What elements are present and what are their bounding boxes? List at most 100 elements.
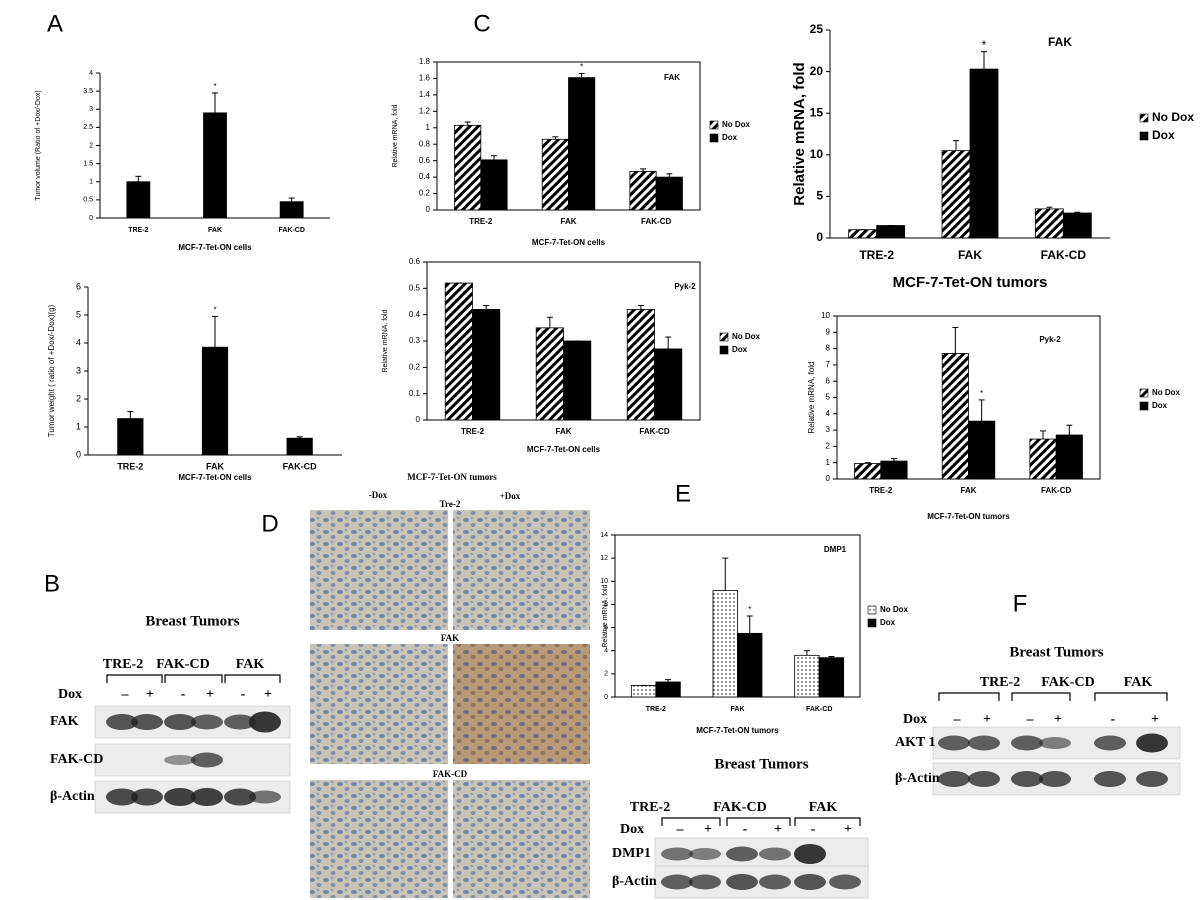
- y-tick-label: 20: [810, 64, 824, 78]
- bar: [568, 77, 596, 211]
- chart-title: FAK: [1048, 35, 1072, 49]
- x-tick-label: FAK: [556, 427, 572, 436]
- y-tick-label: 5: [826, 393, 831, 402]
- dox-sign: -: [1111, 712, 1116, 727]
- dox-sign: -: [811, 822, 816, 837]
- annotation: *: [213, 306, 216, 315]
- dox-sign: +: [1151, 712, 1159, 727]
- blot-band: [1011, 771, 1043, 787]
- bar: [1029, 438, 1057, 480]
- blot-row-label: β-Actin: [50, 789, 95, 804]
- dox-sign: –: [1026, 712, 1035, 727]
- y-tick-label: 1: [826, 458, 831, 467]
- blot-band: [131, 788, 163, 806]
- blot-row-label: DMP1: [612, 846, 651, 861]
- chart-title: FAK: [664, 73, 680, 82]
- x-tick-label: TRE-2: [461, 427, 485, 436]
- annotation: *: [982, 38, 987, 52]
- group-bracket: [1094, 692, 1168, 701]
- error-bar: [637, 304, 644, 310]
- blot-band: [224, 714, 256, 730]
- y-tick-label: 5: [816, 189, 823, 203]
- blot-band: [1094, 771, 1126, 787]
- blot-band: [794, 844, 826, 864]
- chart-title: DMP1: [824, 545, 847, 554]
- legend-label: Dox: [880, 618, 896, 627]
- panel-label: C: [473, 10, 490, 37]
- error-bar: [864, 462, 871, 464]
- legend-swatch: [867, 618, 877, 628]
- x-tick-label: FAK: [958, 248, 982, 262]
- y-tick-label: 14: [600, 532, 608, 539]
- bar: [201, 346, 229, 456]
- bar: [472, 308, 501, 421]
- y-tick-label: 0.4: [409, 310, 421, 319]
- bar: [941, 353, 969, 480]
- x-tick-label: TRE-2: [117, 461, 143, 471]
- blot-group: FAK-CD: [713, 800, 766, 815]
- bar: [655, 176, 683, 211]
- ihc-image: [310, 510, 448, 630]
- legend-label: No Dox: [880, 605, 909, 614]
- y-tick-label: 1: [426, 123, 431, 132]
- bar: [712, 590, 738, 698]
- y-axis-label: Relative mRNA, fold: [392, 104, 399, 167]
- error-bar: [952, 326, 959, 354]
- error-bar: [127, 411, 134, 419]
- error-bar: [578, 73, 585, 78]
- bar: [1034, 208, 1064, 239]
- y-tick-label: 0: [604, 694, 608, 701]
- x-axis-label: MCF-7-Tet-ON cells: [527, 445, 601, 454]
- y-tick-label: 3: [76, 365, 81, 375]
- y-tick-label: 1.8: [419, 57, 431, 66]
- x-tick-label: FAK-CD: [278, 227, 304, 234]
- ihc-left: -Dox: [369, 490, 388, 500]
- x-tick-label: FAK: [731, 706, 745, 713]
- y-tick-label: 0: [89, 215, 93, 222]
- blot-band: [1011, 735, 1043, 751]
- blot-row-label: AKT 1: [895, 735, 936, 750]
- blot-band: [661, 847, 693, 861]
- bar: [535, 327, 564, 421]
- error-bar: [1046, 206, 1053, 209]
- bar: [968, 420, 996, 480]
- blot-band: [938, 735, 970, 751]
- blot-group: FAK: [236, 657, 265, 672]
- blot-group: FAK: [809, 800, 838, 815]
- dox-sign: +: [844, 822, 852, 837]
- legend-swatch: [1139, 131, 1149, 141]
- y-tick-label: 9: [826, 327, 831, 336]
- y-tick-label: 8: [604, 601, 608, 608]
- blot-band: [1136, 733, 1168, 753]
- error-bar: [483, 304, 490, 310]
- blot-title: Breast Tumors: [1009, 644, 1103, 660]
- error-bar: [546, 316, 553, 328]
- y-tick-label: 10: [810, 147, 824, 161]
- legend-swatch: [719, 332, 729, 342]
- bar: [654, 348, 683, 421]
- x-tick-label: TRE-2: [646, 706, 666, 713]
- y-tick-label: 5: [76, 309, 81, 319]
- blot-band: [1039, 737, 1071, 749]
- blot-band: [661, 874, 693, 890]
- x-tick-label: TRE-2: [869, 486, 893, 495]
- group-bracket: [726, 817, 791, 826]
- error-bar: [296, 436, 303, 439]
- x-tick-label: FAK-CD: [1041, 248, 1087, 262]
- x-tick-label: FAK: [206, 461, 225, 471]
- bar: [563, 340, 592, 421]
- ihc-row-label: Tre-2: [440, 499, 461, 509]
- bar: [794, 654, 820, 698]
- chart-title: Pyk-2: [674, 282, 696, 291]
- legend-label: No Dox: [1152, 110, 1194, 124]
- bar: [480, 159, 508, 211]
- y-tick-label: 10: [600, 578, 608, 585]
- y-tick-label: 3: [826, 425, 831, 434]
- bar: [737, 632, 763, 698]
- bar: [629, 170, 657, 211]
- x-axis-label: MCF-7-Tet-ON cells: [178, 243, 252, 252]
- error-bar: [135, 175, 142, 182]
- group-bracket: [1011, 692, 1071, 701]
- y-tick-label: 0.6: [419, 156, 431, 165]
- error-bar: [640, 168, 647, 172]
